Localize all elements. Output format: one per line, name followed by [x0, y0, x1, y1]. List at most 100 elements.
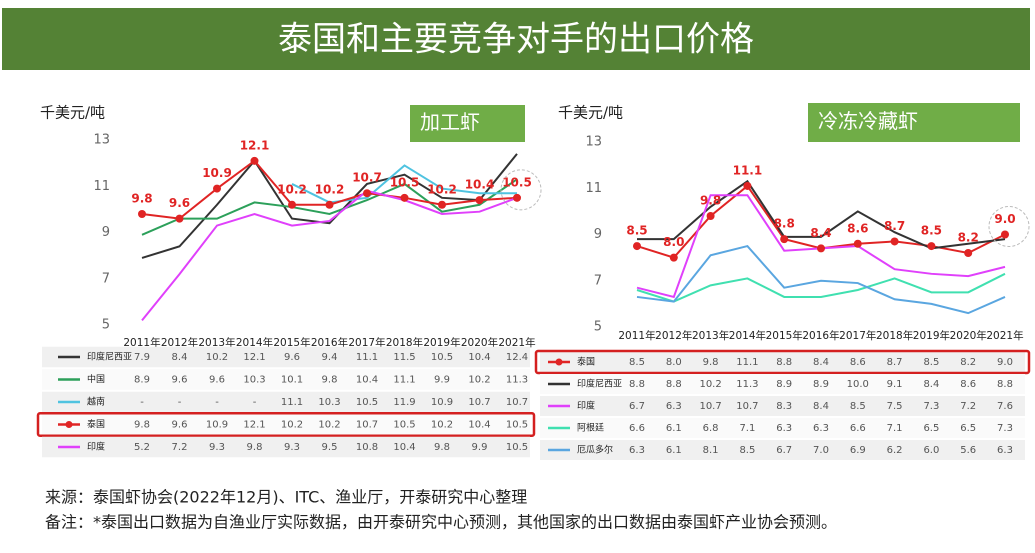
table-cell: 5.2: [134, 442, 150, 453]
table-cell: 8.3: [776, 401, 792, 412]
table-cell: 8.5: [629, 357, 645, 368]
data-label: 8.8: [774, 217, 795, 231]
table-cell: 11.1: [281, 397, 303, 408]
table-cell: 8.8: [629, 379, 645, 390]
data-label: 8.5: [626, 224, 647, 238]
y-axis-label: 千美元/吨: [558, 104, 623, 122]
table-cell: 10.7: [506, 397, 528, 408]
x-tick-label: 2018年: [386, 336, 423, 349]
y-tick-label: 13: [93, 133, 110, 148]
table-row: [540, 352, 1025, 372]
source-note: 来源：泰国虾协会(2022年12月)、ITC、渔业厅，开泰研究中心整理: [45, 488, 527, 507]
table-cell: 9.8: [434, 442, 450, 453]
table-cell: 8.4: [813, 401, 829, 412]
table-cell: 6.6: [850, 423, 866, 434]
table-cell: 10.8: [356, 442, 378, 453]
y-tick-label: 9: [102, 225, 110, 240]
legend-label: 印度: [87, 441, 105, 453]
x-tick-label: 2020年: [461, 336, 498, 349]
data-point: [853, 239, 862, 248]
y-tick-label: 5: [594, 320, 602, 335]
table-cell: 6.3: [776, 423, 792, 434]
table-cell: 7.1: [887, 423, 903, 434]
table-cell: 9.8: [703, 357, 719, 368]
x-tick-label: 2016年: [311, 336, 348, 349]
table-cell: 9.9: [472, 442, 488, 453]
x-tick-label: 2011年: [123, 336, 160, 349]
table-cell: 10.5: [393, 420, 415, 431]
data-label: 10.5: [502, 175, 532, 189]
table-cell: 10.7: [356, 420, 378, 431]
table-cell: 10.2: [281, 420, 303, 431]
table-cell: 11.3: [506, 375, 528, 386]
x-tick-label: 2011年: [618, 329, 655, 342]
data-point: [633, 242, 641, 251]
data-label: 8.5: [921, 224, 942, 238]
table-cell: 9.8: [247, 442, 263, 453]
table-row: [540, 374, 1025, 394]
data-point: [400, 193, 409, 202]
table-cell: 11.1: [356, 352, 378, 363]
data-point: [288, 200, 296, 209]
y-tick-label: 9: [594, 227, 602, 242]
table-cell: 10.4: [356, 375, 378, 386]
title-box: [808, 103, 1020, 142]
y-tick-label: 11: [93, 179, 110, 194]
series-line: [637, 179, 1006, 250]
table-cell: -: [140, 397, 144, 408]
table-cell: 8.5: [923, 357, 939, 368]
y-tick-label: 11: [585, 181, 602, 196]
data-label: 10.5: [390, 175, 420, 189]
table-cell: 10.3: [318, 397, 340, 408]
table-cell: 10.4: [468, 352, 490, 363]
data-point: [475, 196, 484, 205]
y-tick-label: 5: [102, 318, 110, 333]
x-tick-label: 2019年: [423, 336, 460, 349]
data-label: 8.6: [847, 221, 868, 235]
legend-label: 印度尼西亚: [577, 378, 622, 390]
table-cell: 10.2: [318, 420, 340, 431]
table-cell: 10.2: [468, 375, 490, 386]
table-cell: 7.1: [739, 423, 755, 434]
chart-title: 加工虾: [420, 110, 480, 134]
series-line: [141, 189, 518, 322]
table-cell: 7.9: [134, 352, 150, 363]
callout-circle: [500, 169, 542, 211]
data-label: 10.7: [352, 171, 382, 185]
data-point: [743, 181, 752, 190]
table-cell: 7.6: [997, 401, 1013, 412]
table-cell: 8.9: [134, 375, 150, 386]
table-cell: 7.5: [887, 401, 903, 412]
data-label: 8.4: [810, 226, 831, 240]
x-tick-label: 2020年: [950, 329, 987, 342]
table-cell: 8.1: [703, 445, 719, 456]
table-cell: 6.5: [923, 423, 939, 434]
table-cell: 6.1: [666, 423, 682, 434]
data-label: 8.0: [663, 235, 684, 249]
legend-label: 泰国: [87, 418, 105, 430]
data-label: 12.1: [240, 138, 270, 152]
table-cell: 8.4: [813, 357, 829, 368]
table-cell: 7.3: [997, 423, 1013, 434]
table-row: [42, 369, 530, 390]
x-tick-label: 2015年: [273, 336, 310, 349]
table-cell: 10.5: [431, 352, 453, 363]
table-cell: 6.3: [666, 401, 682, 412]
table-cell: 6.7: [629, 401, 645, 412]
data-point: [438, 200, 446, 209]
chart-title: 冷冻冷藏虾: [818, 109, 918, 133]
table-cell: 10.5: [506, 442, 528, 453]
table-cell: 6.2: [887, 445, 903, 456]
table-cell: 10.1: [281, 375, 303, 386]
data-label: 9.6: [169, 196, 190, 210]
legend-label: 厄瓜多尔: [577, 444, 613, 456]
table-cell: 10.2: [699, 379, 721, 390]
x-tick-label: 2013年: [198, 336, 235, 349]
data-point: [175, 214, 184, 223]
series-line: [636, 272, 1006, 303]
callout-circle: [988, 206, 1030, 247]
x-tick-label: 2018年: [876, 329, 913, 342]
table-cell: 8.4: [172, 352, 188, 363]
table-cell: 8.0: [666, 357, 682, 368]
table-cell: 10.2: [431, 420, 453, 431]
